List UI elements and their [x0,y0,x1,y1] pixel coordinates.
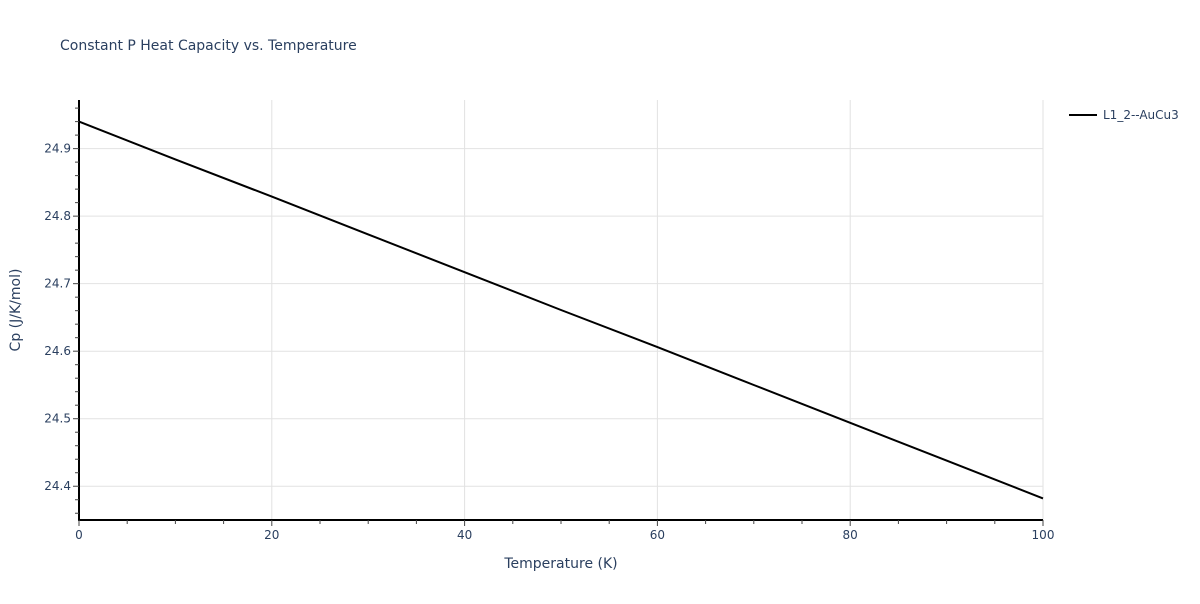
y-tick-label: 24.4 [44,479,71,493]
y-tick-label: 24.8 [44,209,71,223]
x-tick-label: 60 [650,528,665,542]
chart-title: Constant P Heat Capacity vs. Temperature [60,38,357,54]
y-axis-title: Cp (J/K/mol) [8,269,24,352]
x-tick-label: 100 [1032,528,1055,542]
y-tick-label: 24.9 [44,142,71,156]
x-tick-label: 40 [457,528,472,542]
legend-item-label[interactable]: L1_2--AuCu3 [1103,108,1179,122]
y-tick-label: 24.7 [44,277,71,291]
grid-lines [79,100,1044,520]
x-axis-title: Temperature (K) [503,556,617,572]
y-axis-ticks: 24.4 24.5 24.6 24.7 24.8 24.9 [44,107,79,514]
legend[interactable]: L1_2--AuCu3 [1069,108,1179,122]
x-tick-label: 80 [843,528,858,542]
x-tick-label: 20 [264,528,279,542]
x-axis-ticks: 0 20 40 60 80 100 [75,520,1054,542]
x-tick-label: 0 [75,528,83,542]
series-line-L1_2--AuCu3[interactable] [78,120,1044,500]
y-tick-label: 24.5 [44,412,71,426]
y-tick-label: 24.6 [44,344,71,358]
plot-area[interactable] [78,120,1044,500]
